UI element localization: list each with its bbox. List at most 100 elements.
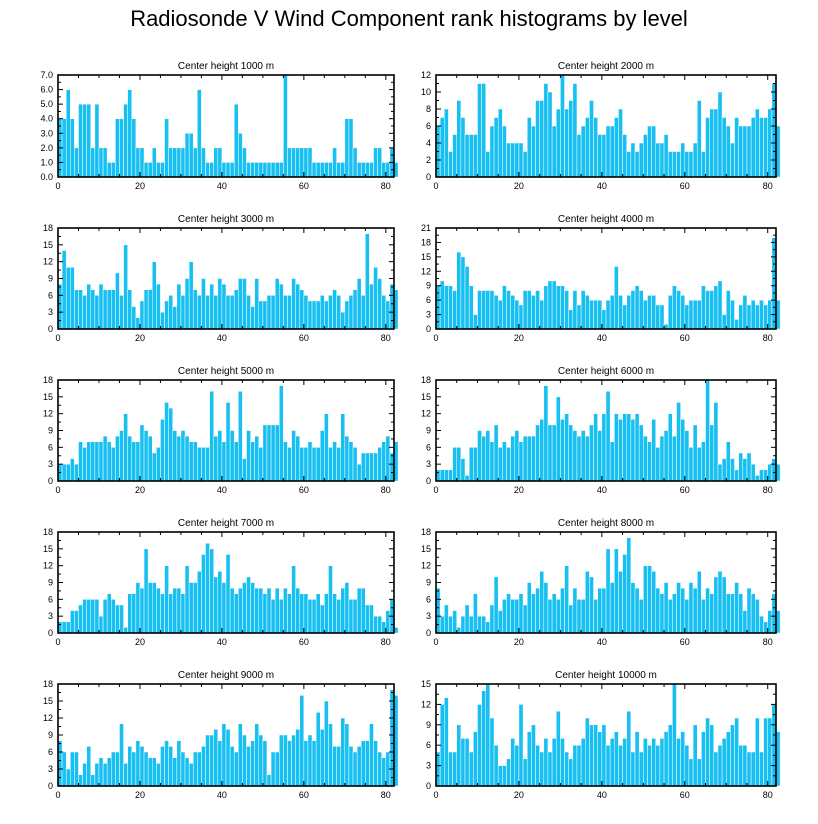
histogram-bar: [651, 419, 657, 482]
histogram-bar: [319, 430, 325, 482]
histogram-bar: [622, 304, 627, 330]
histogram-panel-10: Center height 10000 m 0 20 40 60 80 0 3 6 9 12 15: [421, 670, 781, 800]
histogram-bar: [614, 731, 619, 787]
histogram-bar: [365, 452, 370, 482]
histogram-bar: [721, 314, 727, 330]
histogram-bar: [151, 452, 157, 482]
histogram-bar: [676, 402, 681, 482]
histogram-bar: [94, 103, 100, 178]
histogram-bar: [78, 289, 83, 330]
histogram-bar: [135, 147, 141, 178]
histogram-bar: [172, 147, 178, 178]
histogram-bar: [692, 424, 698, 482]
histogram-bar: [201, 447, 206, 482]
histogram-bar: [755, 599, 760, 634]
histogram-bar: [580, 125, 586, 178]
histogram-bar: [510, 142, 516, 178]
histogram-bar: [663, 430, 669, 482]
histogram-bar: [160, 593, 165, 634]
histogram-bar: [74, 463, 79, 482]
histogram-bar: [647, 441, 652, 482]
histogram-bar: [448, 151, 453, 178]
histogram-bar: [622, 554, 627, 634]
histogram-bar: [246, 162, 251, 178]
histogram-bar: [168, 295, 173, 330]
histogram-bar: [734, 717, 739, 787]
histogram-bar: [111, 751, 116, 787]
histogram-bar: [217, 147, 223, 178]
histogram-bar: [655, 142, 661, 178]
histogram-bar: [638, 751, 644, 787]
histogram-bar: [514, 142, 520, 178]
histogram-bar: [111, 599, 116, 634]
histogram-bar: [539, 419, 545, 482]
histogram-bar: [738, 744, 744, 787]
histogram-bar: [452, 751, 457, 787]
histogram-bar: [555, 599, 561, 634]
histogram-bar: [585, 571, 590, 634]
histogram-bar: [78, 604, 83, 634]
histogram-bar: [701, 731, 706, 787]
x-tick-label: 80: [763, 637, 773, 647]
histogram-bar: [477, 615, 482, 634]
histogram-bar: [701, 441, 706, 482]
histogram-bar: [593, 413, 598, 482]
histogram-bar: [572, 430, 578, 482]
histogram-bar: [477, 290, 482, 330]
histogram-bar: [299, 447, 305, 482]
y-tick-label: 18: [43, 679, 53, 689]
histogram-bar: [626, 413, 632, 482]
histogram-bar: [709, 724, 715, 787]
histogram-bar: [319, 162, 325, 178]
histogram-bar: [464, 738, 470, 787]
histogram-bar: [340, 717, 346, 787]
histogram-bar: [106, 441, 112, 482]
histogram-bar: [609, 738, 615, 787]
histogram-bar: [568, 604, 574, 634]
histogram-bar: [151, 261, 157, 330]
y-tick-label: 0: [426, 324, 431, 334]
histogram-bar: [742, 458, 748, 482]
histogram-bar: [725, 441, 731, 482]
histogram-bar: [279, 599, 284, 634]
histogram-bar: [123, 103, 128, 178]
x-tick-label: 80: [381, 181, 391, 191]
histogram-bar: [266, 295, 272, 330]
histogram-bar: [701, 151, 706, 178]
histogram-bar: [659, 435, 665, 482]
histogram-bar: [94, 763, 100, 787]
histogram-bar: [270, 599, 276, 634]
histogram-bar: [356, 162, 362, 178]
histogram-bar: [201, 147, 206, 178]
histogram-bar: [647, 295, 652, 330]
histogram-bar: [634, 151, 640, 178]
histogram-bar: [221, 441, 227, 482]
histogram-bar: [522, 604, 528, 634]
x-tick-label: 40: [597, 790, 607, 800]
y-tick-label: 15: [43, 544, 53, 554]
histogram-bar: [763, 469, 768, 482]
histogram-bar: [622, 134, 627, 178]
histogram-bar: [535, 424, 540, 482]
histogram-bar: [614, 413, 619, 482]
histogram-bar: [493, 117, 499, 178]
histogram-bar: [555, 396, 561, 482]
histogram-bar: [539, 751, 545, 787]
y-tick-label: 9: [48, 578, 53, 588]
histogram-bar: [605, 744, 611, 787]
histogram-bar: [295, 283, 301, 330]
histogram-bar: [742, 295, 748, 330]
histogram-bar: [205, 162, 210, 178]
histogram-bar: [303, 295, 309, 330]
histogram-bar: [205, 734, 210, 787]
histogram-bar: [460, 615, 466, 634]
histogram-bar: [164, 565, 169, 634]
histogram-bar: [763, 621, 768, 634]
histogram-bar: [709, 424, 715, 482]
histogram-bar: [576, 134, 582, 178]
histogram-bar: [643, 738, 648, 787]
histogram-bar: [539, 299, 545, 330]
histogram-bar: [111, 289, 116, 330]
histogram-bar: [184, 278, 190, 330]
histogram-bar: [506, 290, 511, 330]
